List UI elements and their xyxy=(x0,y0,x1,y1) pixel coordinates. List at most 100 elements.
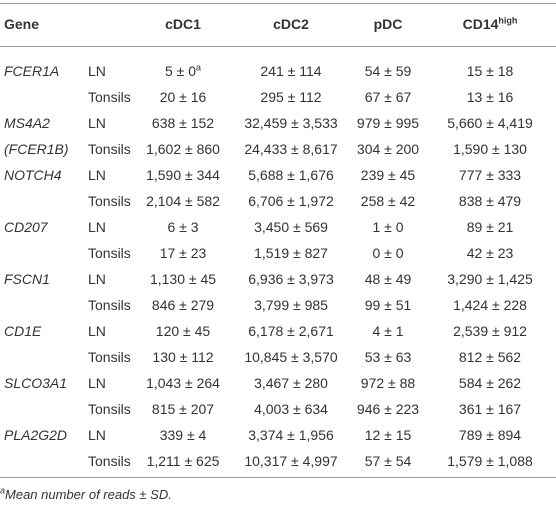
cell-value: 638 ± 152 xyxy=(152,114,214,132)
cell-text: 130 ± 112 xyxy=(152,349,214,365)
cell-value: 6,178 ± 2,671 xyxy=(248,322,334,340)
cell-text: 17 ± 23 xyxy=(159,245,207,261)
cell-text: 53 ± 63 xyxy=(364,349,412,365)
cell-value: 54 ± 59 xyxy=(365,62,412,80)
cell-text: 120 ± 45 xyxy=(155,323,211,339)
cell-text: 2,539 ± 912 xyxy=(453,323,527,339)
cell-value: 838 ± 479 xyxy=(459,192,521,210)
tissue: LN xyxy=(88,219,106,235)
tissue: Tonsils xyxy=(88,453,131,469)
cell-text: 1,043 ± 264 xyxy=(146,375,220,391)
cell-text: 584 ± 262 xyxy=(458,375,522,391)
cell-value: 304 ± 200 xyxy=(357,140,419,158)
cell-value: 815 ± 207 xyxy=(152,400,214,418)
cell-text: 3,290 ± 1,425 xyxy=(447,271,533,287)
cell-text: 339 ± 4 xyxy=(159,427,207,443)
cell-text: 3,467 ± 280 xyxy=(254,375,328,391)
cell-value: 6,706 ± 1,972 xyxy=(248,192,334,210)
tissue: Tonsils xyxy=(88,401,131,417)
cell-text: 6,936 ± 3,973 xyxy=(248,271,334,287)
tissue: LN xyxy=(88,323,106,339)
cell-text: 258 ± 42 xyxy=(360,193,416,209)
cell-value: 295 ± 112 xyxy=(260,88,321,106)
cell-text: 1,590 ± 344 xyxy=(146,167,220,183)
cell-text: 2,104 ± 582 xyxy=(146,193,220,209)
cell-text: 1,130 ± 45 xyxy=(149,271,217,287)
cell-text: 304 ± 200 xyxy=(356,141,420,157)
cell-text: 3,799 ± 985 xyxy=(254,297,328,313)
gene-name: (FCER1B) xyxy=(4,141,69,157)
cell-text: 239 ± 45 xyxy=(360,167,416,183)
cell-value: 241 ± 114 xyxy=(260,62,321,80)
cell-text: 24,433 ± 8,617 xyxy=(244,141,338,157)
cell-value: 1 ± 0 xyxy=(372,218,403,236)
cell-value: 89 ± 21 xyxy=(467,218,514,236)
cell-value: 12 ± 15 xyxy=(365,426,412,444)
tissue: Tonsils xyxy=(88,193,131,209)
tissue: LN xyxy=(88,63,106,79)
cell-value: 777 ± 333 xyxy=(459,166,521,184)
cell-value: 3,450 ± 569 xyxy=(254,218,328,236)
cell-value: 1,211 ± 625 xyxy=(147,452,220,470)
cell-value: 812 ± 562 xyxy=(459,348,521,366)
cell-text: 838 ± 479 xyxy=(458,193,522,209)
cell-text: 57 ± 54 xyxy=(364,453,412,469)
cell-text: 67 ± 67 xyxy=(364,89,412,105)
column-header: cDC2 xyxy=(273,16,309,32)
cell-value: 3,799 ± 985 xyxy=(254,296,328,314)
cell-value: 20 ± 16 xyxy=(160,88,207,106)
cell-value: 5,688 ± 1,676 xyxy=(248,166,334,184)
cell-value: 4,003 ± 634 xyxy=(254,400,328,418)
column-header-sup: high xyxy=(498,15,518,26)
cell-text: 6 ± 3 xyxy=(167,219,199,235)
gene-name: PLA2G2D xyxy=(4,427,68,443)
cell-text: 89 ± 21 xyxy=(466,219,514,235)
gene-name: CD1E xyxy=(4,323,42,339)
cell-text: 20 ± 16 xyxy=(159,89,207,105)
cell-value: 2,539 ± 912 xyxy=(453,322,527,340)
tissue: LN xyxy=(88,115,106,131)
cell-text: 5,688 ± 1,676 xyxy=(248,167,334,183)
cell-value: 1,579 ± 1,088 xyxy=(447,452,533,470)
cell-text: 42 ± 23 xyxy=(466,245,514,261)
cell-value: 17 ± 23 xyxy=(160,244,207,262)
cell-text: 6,706 ± 1,972 xyxy=(248,193,334,209)
cell-value: 6,936 ± 3,973 xyxy=(248,270,334,288)
cell-text: 789 ± 894 xyxy=(458,427,522,443)
cell-value: 48 ± 49 xyxy=(365,270,412,288)
cell-value: 3,467 ± 280 xyxy=(254,374,328,392)
cell-note: a xyxy=(196,62,202,73)
cell-value: 789 ± 894 xyxy=(459,426,521,444)
cell-text: 1,211 ± 625 xyxy=(146,453,220,469)
tissue: Tonsils xyxy=(88,245,131,261)
cell-value: 120 ± 45 xyxy=(156,322,210,340)
cell-text: 13 ± 16 xyxy=(466,89,514,105)
cell-text: 48 ± 49 xyxy=(364,271,412,287)
column-header: Gene xyxy=(4,16,40,32)
cell-text: 946 ± 223 xyxy=(356,401,420,417)
cell-value: 1,602 ± 860 xyxy=(146,140,220,158)
cell-value: 99 ± 51 xyxy=(365,296,412,314)
footnote-mark: a xyxy=(0,485,6,496)
cell-text: 846 ± 279 xyxy=(151,297,215,313)
cell-value: 53 ± 63 xyxy=(365,348,412,366)
tissue: Tonsils xyxy=(88,297,131,313)
cell-text: 979 ± 995 xyxy=(356,115,420,131)
cell-text: 0 ± 0 xyxy=(372,245,404,261)
cell-text: 4 ± 1 xyxy=(372,323,404,339)
cell-value: 32,459 ± 3,533 xyxy=(244,114,337,132)
gene-name: FSCN1 xyxy=(4,271,50,287)
cell-text: 1,424 ± 228 xyxy=(453,297,527,313)
cell-value: 5,660 ± 4,419 xyxy=(447,114,533,132)
cell-value: 15 ± 18 xyxy=(467,62,514,80)
cell-text: 15 ± 18 xyxy=(466,63,514,79)
cell-value: 24,433 ± 8,617 xyxy=(244,140,337,158)
cell-text: 815 ± 207 xyxy=(151,401,215,417)
tissue: LN xyxy=(88,167,106,183)
cell-text: 295 ± 112 xyxy=(260,89,322,105)
cell-value: 3,290 ± 1,425 xyxy=(447,270,533,288)
cell-text: 12 ± 15 xyxy=(364,427,412,443)
cell-value: 584 ± 262 xyxy=(459,374,521,392)
cell-text: 361 ± 167 xyxy=(458,401,522,417)
cell-text: 5 ± 0 xyxy=(164,63,197,79)
